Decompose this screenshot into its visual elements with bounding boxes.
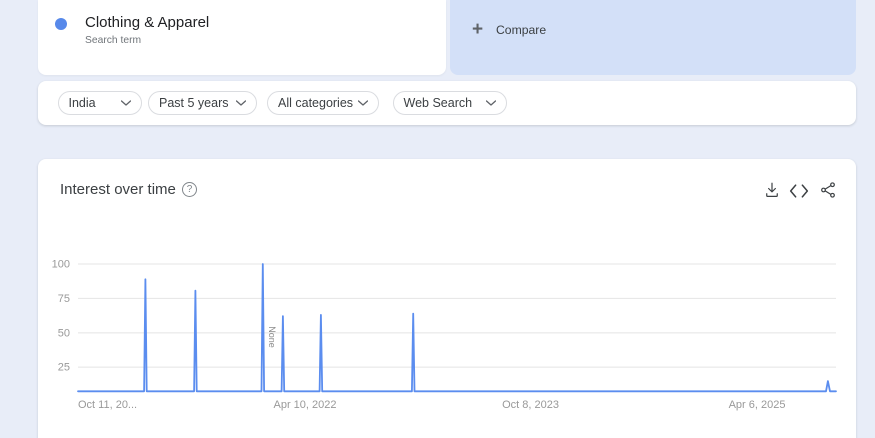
svg-text:25: 25	[58, 362, 70, 374]
svg-text:Apr 6, 2025: Apr 6, 2025	[729, 399, 786, 411]
svg-text:Apr 10, 2022: Apr 10, 2022	[274, 399, 337, 411]
svg-text:50: 50	[58, 327, 70, 339]
svg-text:Oct 8, 2023: Oct 8, 2023	[502, 399, 559, 411]
svg-text:100: 100	[52, 259, 70, 271]
svg-text:Oct 11, 20...: Oct 11, 20...	[78, 399, 137, 411]
svg-text:None: None	[267, 326, 277, 348]
svg-text:75: 75	[58, 293, 70, 305]
